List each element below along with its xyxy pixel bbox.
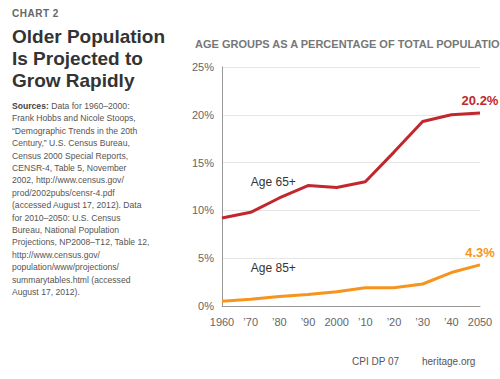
- html-text:prod/2002pubs/censr-4.pdf: prod/2002pubs/censr-4.pdf: [12, 187, 115, 198]
- svg-text:’10: ’10: [358, 316, 373, 328]
- html-text:Older Population Is Projected: Older Population Is Projected to Grow Ra…: [12, 26, 166, 91]
- html-text:(accessed August 17, 2012). Da: (accessed August 17, 2012). Data: [12, 200, 142, 211]
- svg-text:0%: 0%: [198, 300, 214, 312]
- html-text:heritage.org: heritage.org: [422, 356, 476, 367]
- svg-text:20%: 20%: [192, 109, 214, 121]
- html-text:population/www/projections/: population/www/projections/: [12, 262, 119, 273]
- html-text:Century,” U.S. Census Bureau,: Century,” U.S. Census Bureau,: [12, 138, 130, 149]
- svg-text:’20: ’20: [387, 316, 402, 328]
- svg-text:15%: 15%: [192, 157, 214, 169]
- svg-text:’40: ’40: [444, 316, 459, 328]
- html-text:http://www.census.gov/: http://www.census.gov/: [12, 249, 100, 260]
- html-text:Frank Hobbs and Nicole Stoops,: Frank Hobbs and Nicole Stoops,: [12, 113, 136, 124]
- html-text:Projections, NP2008–T12, Table: Projections, NP2008–T12, Table 12,: [12, 237, 150, 248]
- svg-text:25%: 25%: [192, 61, 214, 73]
- svg-text:20.2%: 20.2%: [462, 93, 499, 108]
- html-text:for 2010–2050: U.S. Census: for 2010–2050: U.S. Census: [12, 212, 121, 223]
- html-text:2002, http://www.census.gov/: 2002, http://www.census.gov/: [12, 175, 124, 186]
- svg-text:5%: 5%: [198, 252, 214, 264]
- html-text:summarytables.html (accessed: summarytables.html (accessed: [12, 274, 131, 285]
- svg-text:Age 65+: Age 65+: [251, 175, 296, 189]
- svg-text:4.3%: 4.3%: [465, 245, 495, 260]
- svg-text:2000: 2000: [324, 316, 348, 328]
- html-text:CENSR-4, Table 5, November: CENSR-4, Table 5, November: [12, 163, 127, 173]
- svg-text:1960: 1960: [210, 316, 234, 328]
- svg-text:10%: 10%: [192, 204, 214, 216]
- svg-text:2050: 2050: [468, 316, 492, 328]
- svg-text:’80: ’80: [272, 316, 287, 328]
- html-text:Sources: Data for 1960–2000:: Sources: Data for 1960–2000:: [12, 101, 130, 111]
- svg-text:Age 85+: Age 85+: [251, 261, 296, 275]
- html-text:“Demographic Trends in the 20t: “Demographic Trends in the 20th: [12, 125, 138, 136]
- html-text:Bureau, National Population: Bureau, National Population: [12, 225, 119, 236]
- html-text:CHART 2: CHART 2: [12, 8, 59, 19]
- html-text:CPI DP 07: CPI DP 07: [352, 356, 400, 367]
- svg-text:’90: ’90: [301, 316, 316, 328]
- html-text:August 17, 2012).: August 17, 2012).: [12, 287, 80, 298]
- html-text:Census 2000 Special Reports,: Census 2000 Special Reports,: [12, 150, 129, 161]
- svg-text:’30: ’30: [415, 316, 430, 328]
- svg-text:AGE GROUPS AS A PERCENTAGE OF: AGE GROUPS AS A PERCENTAGE OF TOTAL POPU…: [195, 38, 500, 50]
- svg-text:’70: ’70: [243, 316, 258, 328]
